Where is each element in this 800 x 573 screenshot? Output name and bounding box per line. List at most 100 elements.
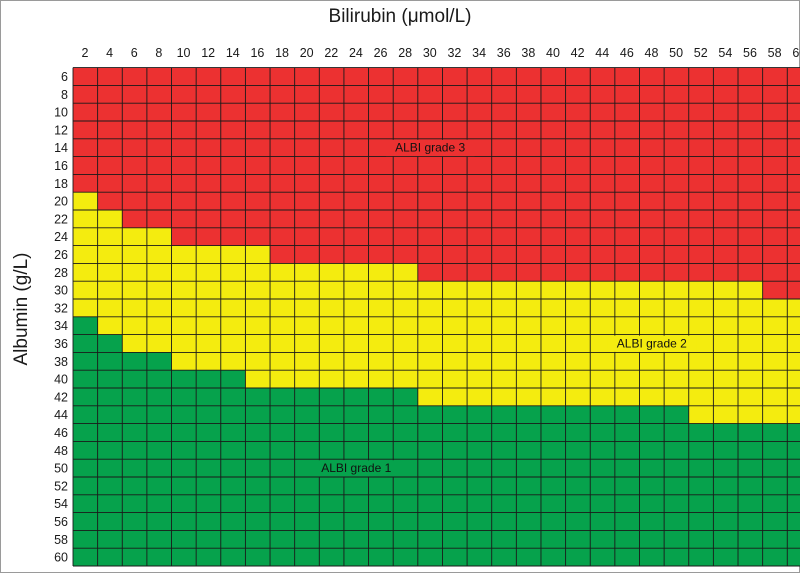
heatmap-cell	[590, 245, 616, 264]
heatmap-cell	[294, 192, 320, 211]
heatmap-cell	[368, 299, 394, 318]
heatmap-cell	[245, 441, 271, 460]
heatmap-cell	[196, 121, 222, 140]
heatmap-cell	[664, 299, 690, 318]
heatmap-cell	[565, 370, 591, 389]
heatmap-cell	[171, 388, 197, 407]
heatmap-cell	[73, 530, 99, 549]
heatmap-cell	[245, 548, 271, 567]
heatmap-cell	[73, 227, 99, 246]
heatmap-cell	[146, 548, 172, 567]
heatmap-cell	[417, 192, 443, 211]
heatmap-cell	[664, 530, 690, 549]
heatmap-cell	[146, 121, 172, 140]
heatmap-cell	[319, 121, 345, 140]
heatmap-cell	[540, 405, 566, 424]
heatmap-cell	[196, 405, 222, 424]
heatmap-cell	[294, 405, 320, 424]
heatmap-cell	[220, 334, 246, 353]
heatmap-cell	[516, 245, 542, 264]
y-tick-label: 34	[54, 319, 68, 333]
heatmap-cell	[614, 423, 640, 442]
heatmap-cell	[762, 299, 788, 318]
heatmap-cell	[245, 67, 271, 86]
heatmap-cell	[639, 548, 665, 567]
heatmap-cell	[122, 334, 148, 353]
heatmap-cell	[245, 405, 271, 424]
heatmap-cells	[73, 67, 800, 567]
heatmap-cell	[664, 263, 690, 282]
heatmap-cell	[664, 548, 690, 567]
heatmap-cell	[491, 85, 517, 104]
heatmap-cell	[664, 210, 690, 229]
heatmap-cell	[393, 423, 419, 442]
heatmap-cell	[713, 174, 739, 193]
heatmap-cell	[294, 67, 320, 86]
grade-labels: ALBI grade 3 ALBI grade 2 ALBI grade 1	[312, 139, 697, 477]
heatmap-cell	[614, 352, 640, 371]
heatmap-cell	[319, 281, 345, 300]
heatmap-cell	[368, 156, 394, 175]
heatmap-cell	[146, 67, 172, 86]
heatmap-cell	[393, 245, 419, 264]
heatmap-cell	[639, 174, 665, 193]
heatmap-cell	[122, 156, 148, 175]
heatmap-cell	[442, 459, 468, 478]
heatmap-cell	[467, 512, 493, 531]
heatmap-cell	[393, 530, 419, 549]
heatmap-cell	[97, 138, 123, 157]
heatmap-cell	[196, 67, 222, 86]
heatmap-cell	[516, 316, 542, 335]
heatmap-cell	[97, 227, 123, 246]
heatmap-cell	[491, 334, 517, 353]
heatmap-cell	[565, 494, 591, 513]
heatmap-cell	[565, 281, 591, 300]
heatmap-cell	[664, 388, 690, 407]
heatmap-cell	[270, 512, 296, 531]
heatmap-cell	[491, 121, 517, 140]
y-tick-label: 58	[54, 533, 68, 547]
heatmap-cell	[146, 459, 172, 478]
heatmap-cell	[713, 477, 739, 496]
heatmap-cell	[171, 334, 197, 353]
heatmap-cell	[294, 85, 320, 104]
heatmap-cell	[614, 316, 640, 335]
x-tick-label: 12	[201, 46, 215, 60]
heatmap-cell	[516, 85, 542, 104]
heatmap-cell	[417, 67, 443, 86]
heatmap-cell	[97, 405, 123, 424]
heatmap-cell	[368, 245, 394, 264]
heatmap-cell	[343, 548, 369, 567]
heatmap-cell	[590, 121, 616, 140]
heatmap-cell	[614, 85, 640, 104]
heatmap-cell	[417, 121, 443, 140]
heatmap-cell	[220, 281, 246, 300]
heatmap-cell	[516, 227, 542, 246]
heatmap-cell	[97, 352, 123, 371]
heatmap-cell	[196, 530, 222, 549]
heatmap-cell	[122, 103, 148, 122]
heatmap-cell	[270, 423, 296, 442]
heatmap-cell	[343, 370, 369, 389]
heatmap-cell	[762, 192, 788, 211]
heatmap-cell	[146, 263, 172, 282]
heatmap-cell	[319, 245, 345, 264]
heatmap-cell	[245, 316, 271, 335]
heatmap-cell	[565, 530, 591, 549]
y-tick-label: 6	[61, 70, 68, 84]
heatmap-cell	[491, 299, 517, 318]
heatmap-cell	[540, 67, 566, 86]
heatmap-cell	[97, 512, 123, 531]
heatmap-cell	[787, 352, 800, 371]
heatmap-cell	[220, 352, 246, 371]
y-tick-label: 14	[54, 141, 68, 155]
heatmap-cell	[590, 67, 616, 86]
heatmap-cell	[467, 245, 493, 264]
y-tick-label: 8	[61, 88, 68, 102]
heatmap-cell	[417, 459, 443, 478]
heatmap-cell	[171, 156, 197, 175]
heatmap-cell	[540, 370, 566, 389]
heatmap-cell	[368, 103, 394, 122]
heatmap-cell	[393, 334, 419, 353]
heatmap-cell	[664, 103, 690, 122]
